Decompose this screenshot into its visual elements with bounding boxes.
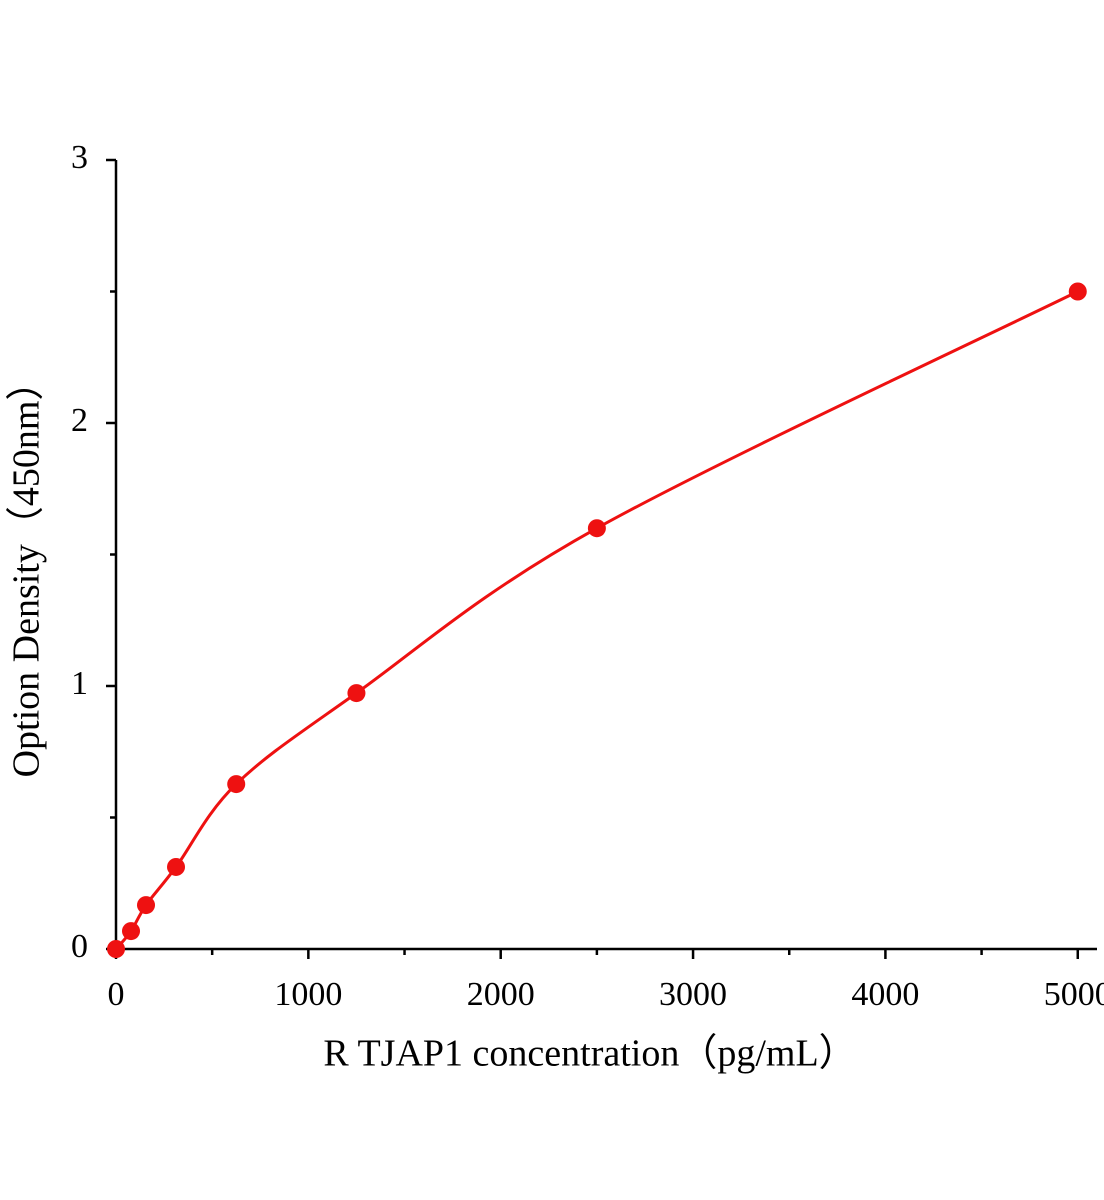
x-tick-label: 3000 bbox=[659, 976, 727, 1013]
x-tick-label: 4000 bbox=[851, 976, 919, 1013]
y-tick-label: 3 bbox=[71, 139, 88, 176]
x-axis-label: R TJAP1 concentration（pg/mL） bbox=[323, 1033, 856, 1075]
data-point bbox=[347, 684, 366, 703]
y-axis-label: Option Density（450nm） bbox=[6, 363, 48, 778]
y-tick-label: 0 bbox=[71, 928, 88, 965]
y-tick-label: 1 bbox=[71, 665, 88, 702]
data-point bbox=[137, 896, 156, 915]
data-point bbox=[587, 519, 606, 538]
y-tick-label: 2 bbox=[71, 402, 88, 439]
x-tick-label: 1000 bbox=[274, 976, 342, 1013]
data-point bbox=[107, 940, 125, 958]
x-tick-label: 5000 bbox=[1044, 976, 1104, 1013]
data-point bbox=[227, 775, 246, 794]
data-point bbox=[167, 857, 186, 876]
x-tick-label: 0 bbox=[108, 976, 125, 1013]
x-tick-label: 2000 bbox=[467, 976, 535, 1013]
data-point bbox=[1068, 282, 1087, 301]
fit-line bbox=[114, 290, 1079, 950]
data-point bbox=[122, 922, 141, 941]
